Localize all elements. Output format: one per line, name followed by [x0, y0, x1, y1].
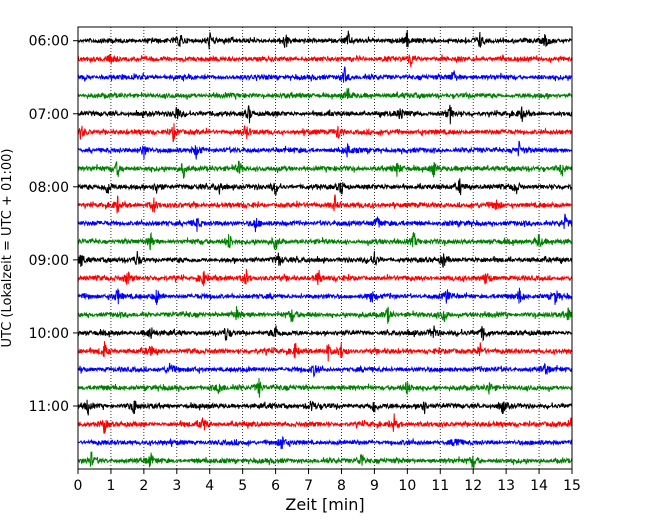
- trace-row: [77, 231, 573, 251]
- x-tick-label: 4: [205, 478, 214, 494]
- trace-row: [77, 341, 573, 362]
- y-axis-label: UTC (Lokalzeit = UTC + 01:00): [0, 149, 15, 348]
- trace-row: [77, 194, 573, 214]
- y-ticks: 06:00 07:00 08:00 09:00 10:00 11:00: [29, 34, 78, 415]
- plot-frame: [77, 26, 573, 470]
- y-tick-label: 10:00: [29, 326, 69, 342]
- x-tick-label: 15: [563, 478, 581, 494]
- trace-row: [77, 213, 573, 233]
- trace-row: [77, 178, 573, 196]
- x-tick-label: 7: [304, 478, 313, 494]
- x-tick-label: 13: [497, 478, 515, 494]
- trace-row: [77, 123, 573, 143]
- trace-row: [77, 250, 573, 268]
- y-tick-label: 08:00: [29, 180, 69, 196]
- trace-row: [77, 287, 573, 305]
- trace-row: [77, 413, 573, 434]
- trace-row: [77, 53, 573, 68]
- trace-row: [77, 104, 573, 125]
- y-tick-label: 11:00: [29, 399, 69, 415]
- x-tick-label: 6: [271, 478, 280, 494]
- x-axis-label: Zeit [min]: [285, 495, 364, 514]
- x-tick-label: 8: [337, 478, 346, 494]
- trace-row: [77, 436, 573, 450]
- x-tick-label: 0: [74, 478, 83, 494]
- y-tick-label: 09:00: [29, 253, 69, 269]
- x-ticks: 0 1 2 3 4 5 6 7 8 9 10 11 12 13 14 15: [74, 469, 581, 494]
- y-tick-label: 06:00: [29, 34, 69, 50]
- trace-row: [77, 451, 573, 470]
- trace-row: [77, 306, 573, 324]
- trace-row: [77, 87, 573, 100]
- x-tick-label: 2: [139, 478, 148, 494]
- x-tick-label: 9: [370, 478, 379, 494]
- trace-row: [77, 160, 573, 179]
- x-tick-label: 1: [106, 478, 115, 494]
- x-tick-label: 11: [431, 478, 449, 494]
- x-tick-label: 3: [172, 478, 181, 494]
- x-tick-label: 5: [238, 478, 247, 494]
- trace-row: [77, 325, 573, 342]
- traces: [77, 30, 573, 470]
- trace-row: [77, 140, 573, 160]
- x-tick-label: 10: [398, 478, 416, 494]
- y-tick-label: 07:00: [29, 107, 69, 123]
- trace-row: [77, 399, 573, 416]
- trace-row: [77, 30, 573, 50]
- x-tick-label: 12: [464, 478, 482, 494]
- trace-row: [77, 66, 573, 83]
- trace-row: [77, 269, 573, 287]
- trace-row: [77, 362, 573, 378]
- x-tick-label: 14: [530, 478, 548, 494]
- trace-row: [77, 377, 573, 398]
